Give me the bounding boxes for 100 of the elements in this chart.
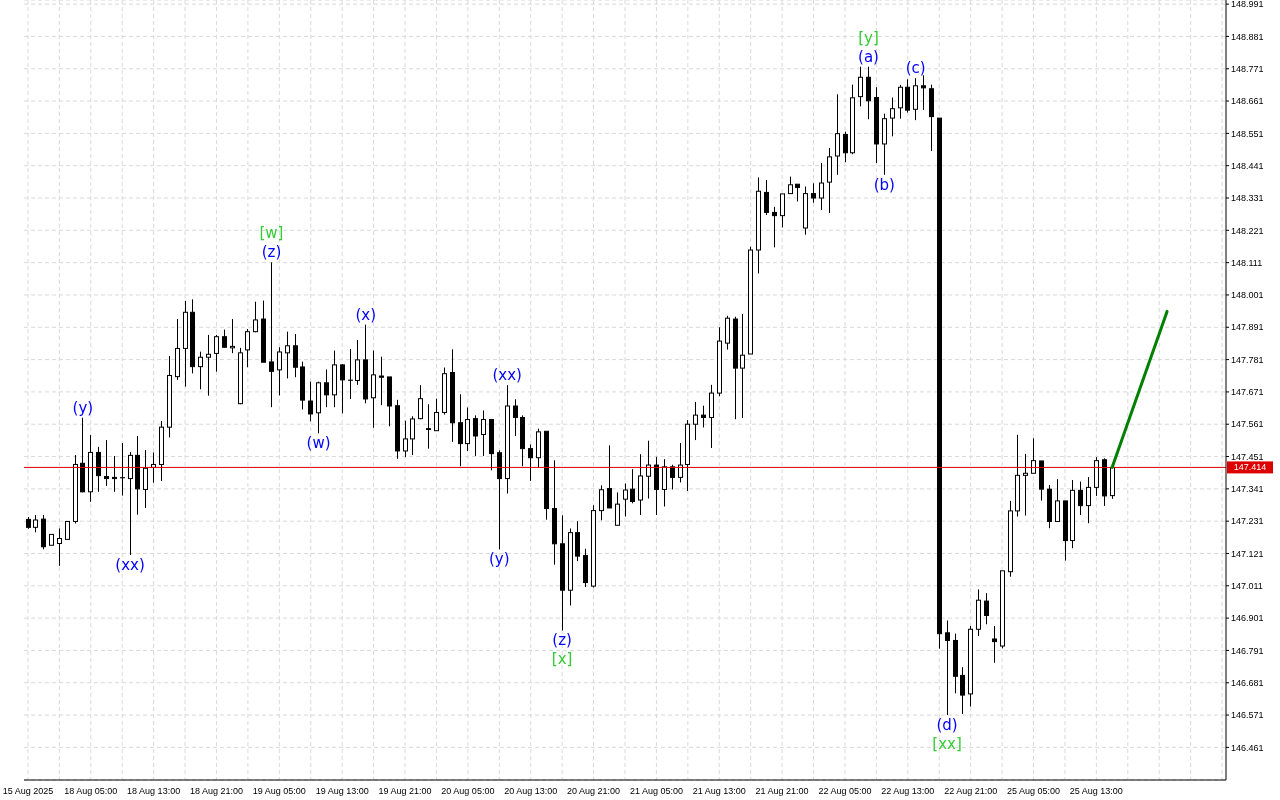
- candlestick: [1031, 437, 1036, 474]
- candlestick: [772, 206, 777, 248]
- candlestick: [183, 300, 188, 388]
- candlestick: [33, 514, 38, 533]
- x-tick-label: 21 Aug 13:00: [692, 786, 746, 797]
- x-tick-label: 25 Aug 05:00: [1006, 786, 1061, 797]
- candlestick: [190, 298, 195, 374]
- candlestick: [788, 176, 793, 195]
- candlestick: [434, 398, 439, 432]
- candlestick: [976, 588, 981, 637]
- candlestick: [277, 346, 282, 396]
- candlestick: [544, 430, 549, 521]
- candlestick: [73, 454, 78, 525]
- candlestick: [835, 93, 840, 176]
- x-tick-label: 19 Aug 05:00: [252, 786, 306, 797]
- candlestick: [740, 313, 745, 419]
- annotation: (xx): [115, 555, 145, 574]
- candlestick: [607, 444, 612, 509]
- candlestick: [850, 84, 855, 154]
- y-tick-label: 146.571: [1231, 710, 1264, 721]
- candlestick: [1102, 459, 1107, 507]
- candlestick: [324, 369, 329, 408]
- candlestick: [670, 464, 675, 490]
- annotation: (a): [858, 47, 879, 66]
- y-tick-label: 147.891: [1231, 322, 1264, 333]
- annotation: (z): [552, 631, 572, 650]
- candlestick: [426, 403, 431, 450]
- candlestick: [198, 351, 203, 390]
- annotation: [xx]: [932, 735, 962, 754]
- ref-line-label: 147.414: [1233, 462, 1267, 473]
- candlestick: [300, 361, 305, 411]
- y-tick-label: 148.001: [1231, 290, 1264, 301]
- x-tick-label: 25 Aug 13:00: [1069, 786, 1123, 797]
- candlestick: [269, 261, 274, 408]
- candlestick: [465, 406, 470, 452]
- annotation: [x]: [551, 650, 573, 669]
- candlestick: [348, 348, 353, 400]
- candlestick: [206, 334, 211, 397]
- x-tick-label: 20 Aug 13:00: [504, 786, 558, 797]
- candlestick: [819, 162, 824, 211]
- candlestick: [96, 446, 101, 493]
- candlestick: [1015, 434, 1020, 517]
- candlestick: [65, 520, 70, 540]
- candlestick: [795, 183, 800, 203]
- candlestick: [1055, 478, 1060, 522]
- candlestick: [646, 440, 651, 500]
- candlestick: [1047, 484, 1052, 529]
- y-tick-label: 148.771: [1231, 63, 1264, 74]
- candlestick: [874, 86, 879, 164]
- candlestick: [261, 300, 266, 363]
- candlestick: [395, 399, 400, 460]
- candlestick: [1070, 479, 1075, 549]
- y-tick-label: 146.791: [1231, 645, 1264, 656]
- candlestick: [717, 326, 722, 397]
- x-tick-label: 20 Aug 05:00: [441, 786, 495, 797]
- annotation: (x): [355, 305, 377, 324]
- candlestick: [481, 409, 486, 457]
- y-tick-label: 147.121: [1231, 548, 1264, 559]
- x-tick-label: 18 Aug 21:00: [189, 786, 244, 797]
- candlestick: [505, 384, 510, 495]
- x-tick-label: 22 Aug 13:00: [881, 786, 935, 797]
- candlestick: [379, 356, 384, 406]
- candlestick: [905, 78, 910, 114]
- candlestick: [442, 367, 447, 416]
- annotation: (y): [72, 398, 94, 417]
- x-tick-label: 22 Aug 21:00: [944, 786, 998, 797]
- candlestick: [57, 528, 62, 567]
- candlestick: [293, 333, 298, 378]
- candlestick: [583, 548, 588, 588]
- candlestick: [371, 349, 376, 429]
- candlestick: [654, 456, 659, 516]
- candlestick: [709, 384, 714, 449]
- annotation: (b): [873, 175, 895, 194]
- candlestick: [528, 444, 533, 482]
- y-tick-label: 147.011: [1231, 581, 1263, 591]
- candlestick: [725, 315, 730, 351]
- candlestick: [104, 439, 109, 487]
- candlestick: [685, 419, 690, 492]
- candlestick: [143, 449, 148, 509]
- candlestick: [363, 324, 368, 404]
- candlestick: [921, 74, 926, 111]
- candlestick: [316, 382, 321, 434]
- candlestick: [552, 459, 557, 566]
- candlestick: [890, 97, 895, 137]
- annotation: (y): [489, 550, 510, 569]
- candlestick: [308, 381, 313, 422]
- y-tick-label: 147.671: [1231, 387, 1264, 398]
- candlestick: [112, 455, 117, 493]
- y-tick-label: 148.881: [1231, 31, 1264, 42]
- candlestick: [410, 415, 415, 456]
- annotation: (d): [936, 716, 958, 735]
- candlestick: [984, 592, 989, 625]
- candlestick: [560, 514, 565, 631]
- candlestick: [175, 318, 180, 381]
- candlestick: [913, 77, 918, 121]
- candlestick: [88, 434, 93, 503]
- candlestick: [898, 84, 903, 120]
- candlestick: [693, 401, 698, 441]
- candlestick: [701, 405, 706, 428]
- candlestick: [638, 453, 643, 516]
